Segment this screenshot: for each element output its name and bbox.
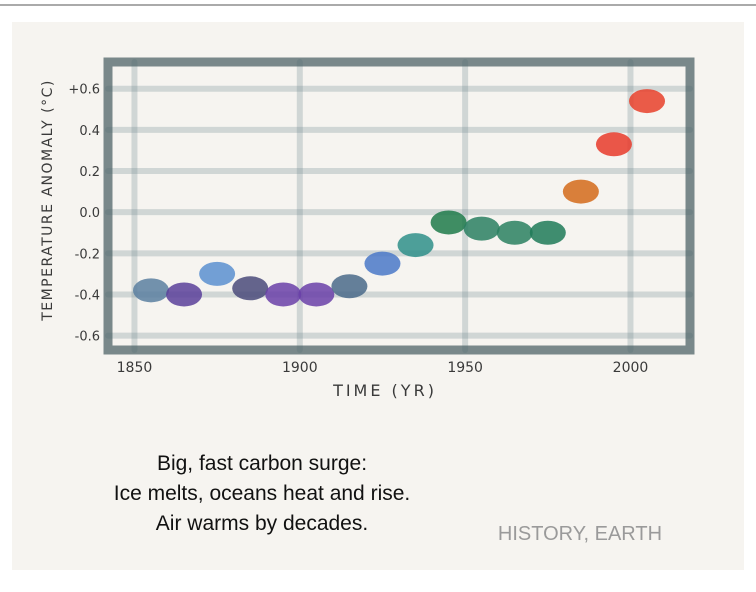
y-axis-label: TEMPERATURE ANOMALY (°C)	[40, 79, 56, 322]
x-tick-label: 1950	[447, 360, 483, 376]
plot-area	[105, 59, 693, 353]
y-tick-label: -0.6	[75, 330, 100, 345]
data-blob	[463, 216, 500, 241]
paper	[12, 22, 744, 570]
poem-line: Ice melts, oceans heat and rise.	[114, 482, 411, 505]
y-tick-label: 0.0	[79, 206, 100, 221]
data-blob	[364, 251, 401, 276]
y-tick-label: -0.2	[75, 247, 100, 262]
y-tick-label: +0.6	[68, 83, 100, 98]
poem-line: Big, fast carbon surge:	[157, 452, 367, 475]
x-tick-label: 1850	[117, 360, 153, 376]
y-tick-label: -0.4	[75, 288, 100, 303]
data-blob	[199, 261, 236, 286]
data-blob	[595, 132, 632, 157]
data-blob	[430, 210, 467, 235]
data-blob	[166, 282, 203, 307]
data-blob	[331, 274, 368, 299]
data-blob	[232, 276, 269, 301]
data-blob	[496, 220, 533, 245]
data-blob	[265, 282, 302, 307]
data-blob	[397, 233, 434, 258]
frame	[103, 57, 695, 355]
data-blob	[132, 278, 169, 303]
data-blob	[562, 179, 599, 204]
x-tick-label: 1900	[282, 360, 318, 376]
signature: HISTORY, EARTH	[498, 523, 662, 545]
y-tick-label: 0.2	[79, 165, 100, 180]
x-axis-label: TIME (YR)	[332, 381, 437, 400]
poem-line: Air warms by decades.	[156, 512, 368, 535]
data-blob	[529, 220, 566, 245]
x-tick-label: 2000	[613, 360, 649, 376]
data-blob	[629, 89, 666, 114]
y-tick-label: 0.4	[79, 124, 100, 139]
data-blob	[298, 282, 335, 307]
